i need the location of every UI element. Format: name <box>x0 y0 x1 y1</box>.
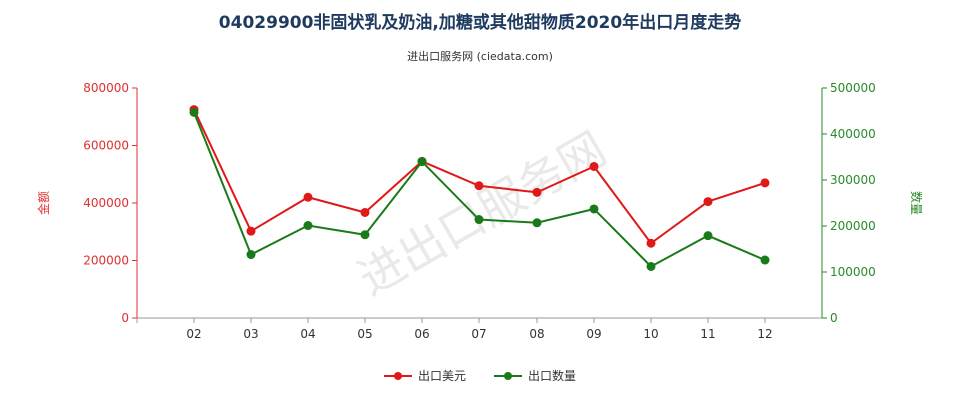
y-right-tick-label: 200000 <box>830 219 876 233</box>
series-0-point <box>246 226 256 236</box>
y-right-tick-label: 0 <box>830 311 838 325</box>
chart-title: 04029900非固状乳及奶油,加糖或其他甜物质2020年出口月度走势 <box>218 13 742 33</box>
series-0-point <box>703 197 713 207</box>
y-left-axis-label: 金额 <box>36 191 51 215</box>
y-left-tick-label: 200000 <box>83 254 129 268</box>
series-1-point <box>760 255 770 265</box>
series-1-point <box>417 157 427 167</box>
y-left-tick-label: 400000 <box>83 196 129 210</box>
x-tick-label: 04 <box>300 327 315 341</box>
series-1-point <box>246 250 256 260</box>
series-1-point <box>360 230 370 240</box>
legend-item-export-qty[interactable]: 出口数量 <box>494 367 576 384</box>
x-tick-label: 07 <box>471 327 486 341</box>
x-tick-label: 05 <box>357 327 372 341</box>
y-right-tick-label: 100000 <box>830 265 876 279</box>
series-1-point <box>303 221 313 231</box>
y-left-tick-label: 0 <box>121 311 129 325</box>
series-1-point <box>646 261 656 271</box>
series-0-point <box>303 192 313 202</box>
y-left-tick-label: 800000 <box>83 81 129 95</box>
series-0-point <box>360 207 370 217</box>
series-1-point <box>532 218 542 228</box>
x-tick-label: 10 <box>643 327 658 341</box>
x-tick-label: 09 <box>586 327 601 341</box>
series-1-point <box>474 215 484 225</box>
legend-item-export-usd[interactable]: 出口美元 <box>383 367 466 384</box>
x-tick-label: 02 <box>186 327 201 341</box>
y-right-tick-label: 300000 <box>830 173 876 187</box>
series-0-point <box>589 161 599 171</box>
series-1-point <box>189 107 199 117</box>
y-right-tick-label: 500000 <box>830 81 876 95</box>
y-right-axis-label: 数量 <box>909 191 924 215</box>
y-left-tick-label: 600000 <box>83 139 129 153</box>
x-tick-label: 06 <box>414 327 429 341</box>
series-0-point <box>646 238 656 248</box>
chart-subtitle: 进出口服务网 (ciedata.com) <box>407 50 553 63</box>
x-tick-label: 03 <box>243 327 258 341</box>
legend-swatch-export-qty <box>494 371 522 381</box>
x-tick-label: 12 <box>757 327 772 341</box>
legend-label-export-qty: 出口数量 <box>528 369 577 383</box>
legend-swatch-export-usd <box>383 371 412 381</box>
series-0-point <box>532 187 542 197</box>
series-1-point <box>703 231 713 241</box>
x-tick-label: 08 <box>529 327 544 341</box>
chart-legend: 出口美元 出口数量 <box>0 367 960 384</box>
series-0-point <box>760 178 770 188</box>
legend-label-export-usd: 出口美元 <box>417 369 466 383</box>
x-tick-label: 11 <box>700 327 715 341</box>
series-0-point <box>474 181 484 191</box>
y-right-tick-label: 400000 <box>830 127 876 141</box>
series-1-point <box>589 204 599 214</box>
